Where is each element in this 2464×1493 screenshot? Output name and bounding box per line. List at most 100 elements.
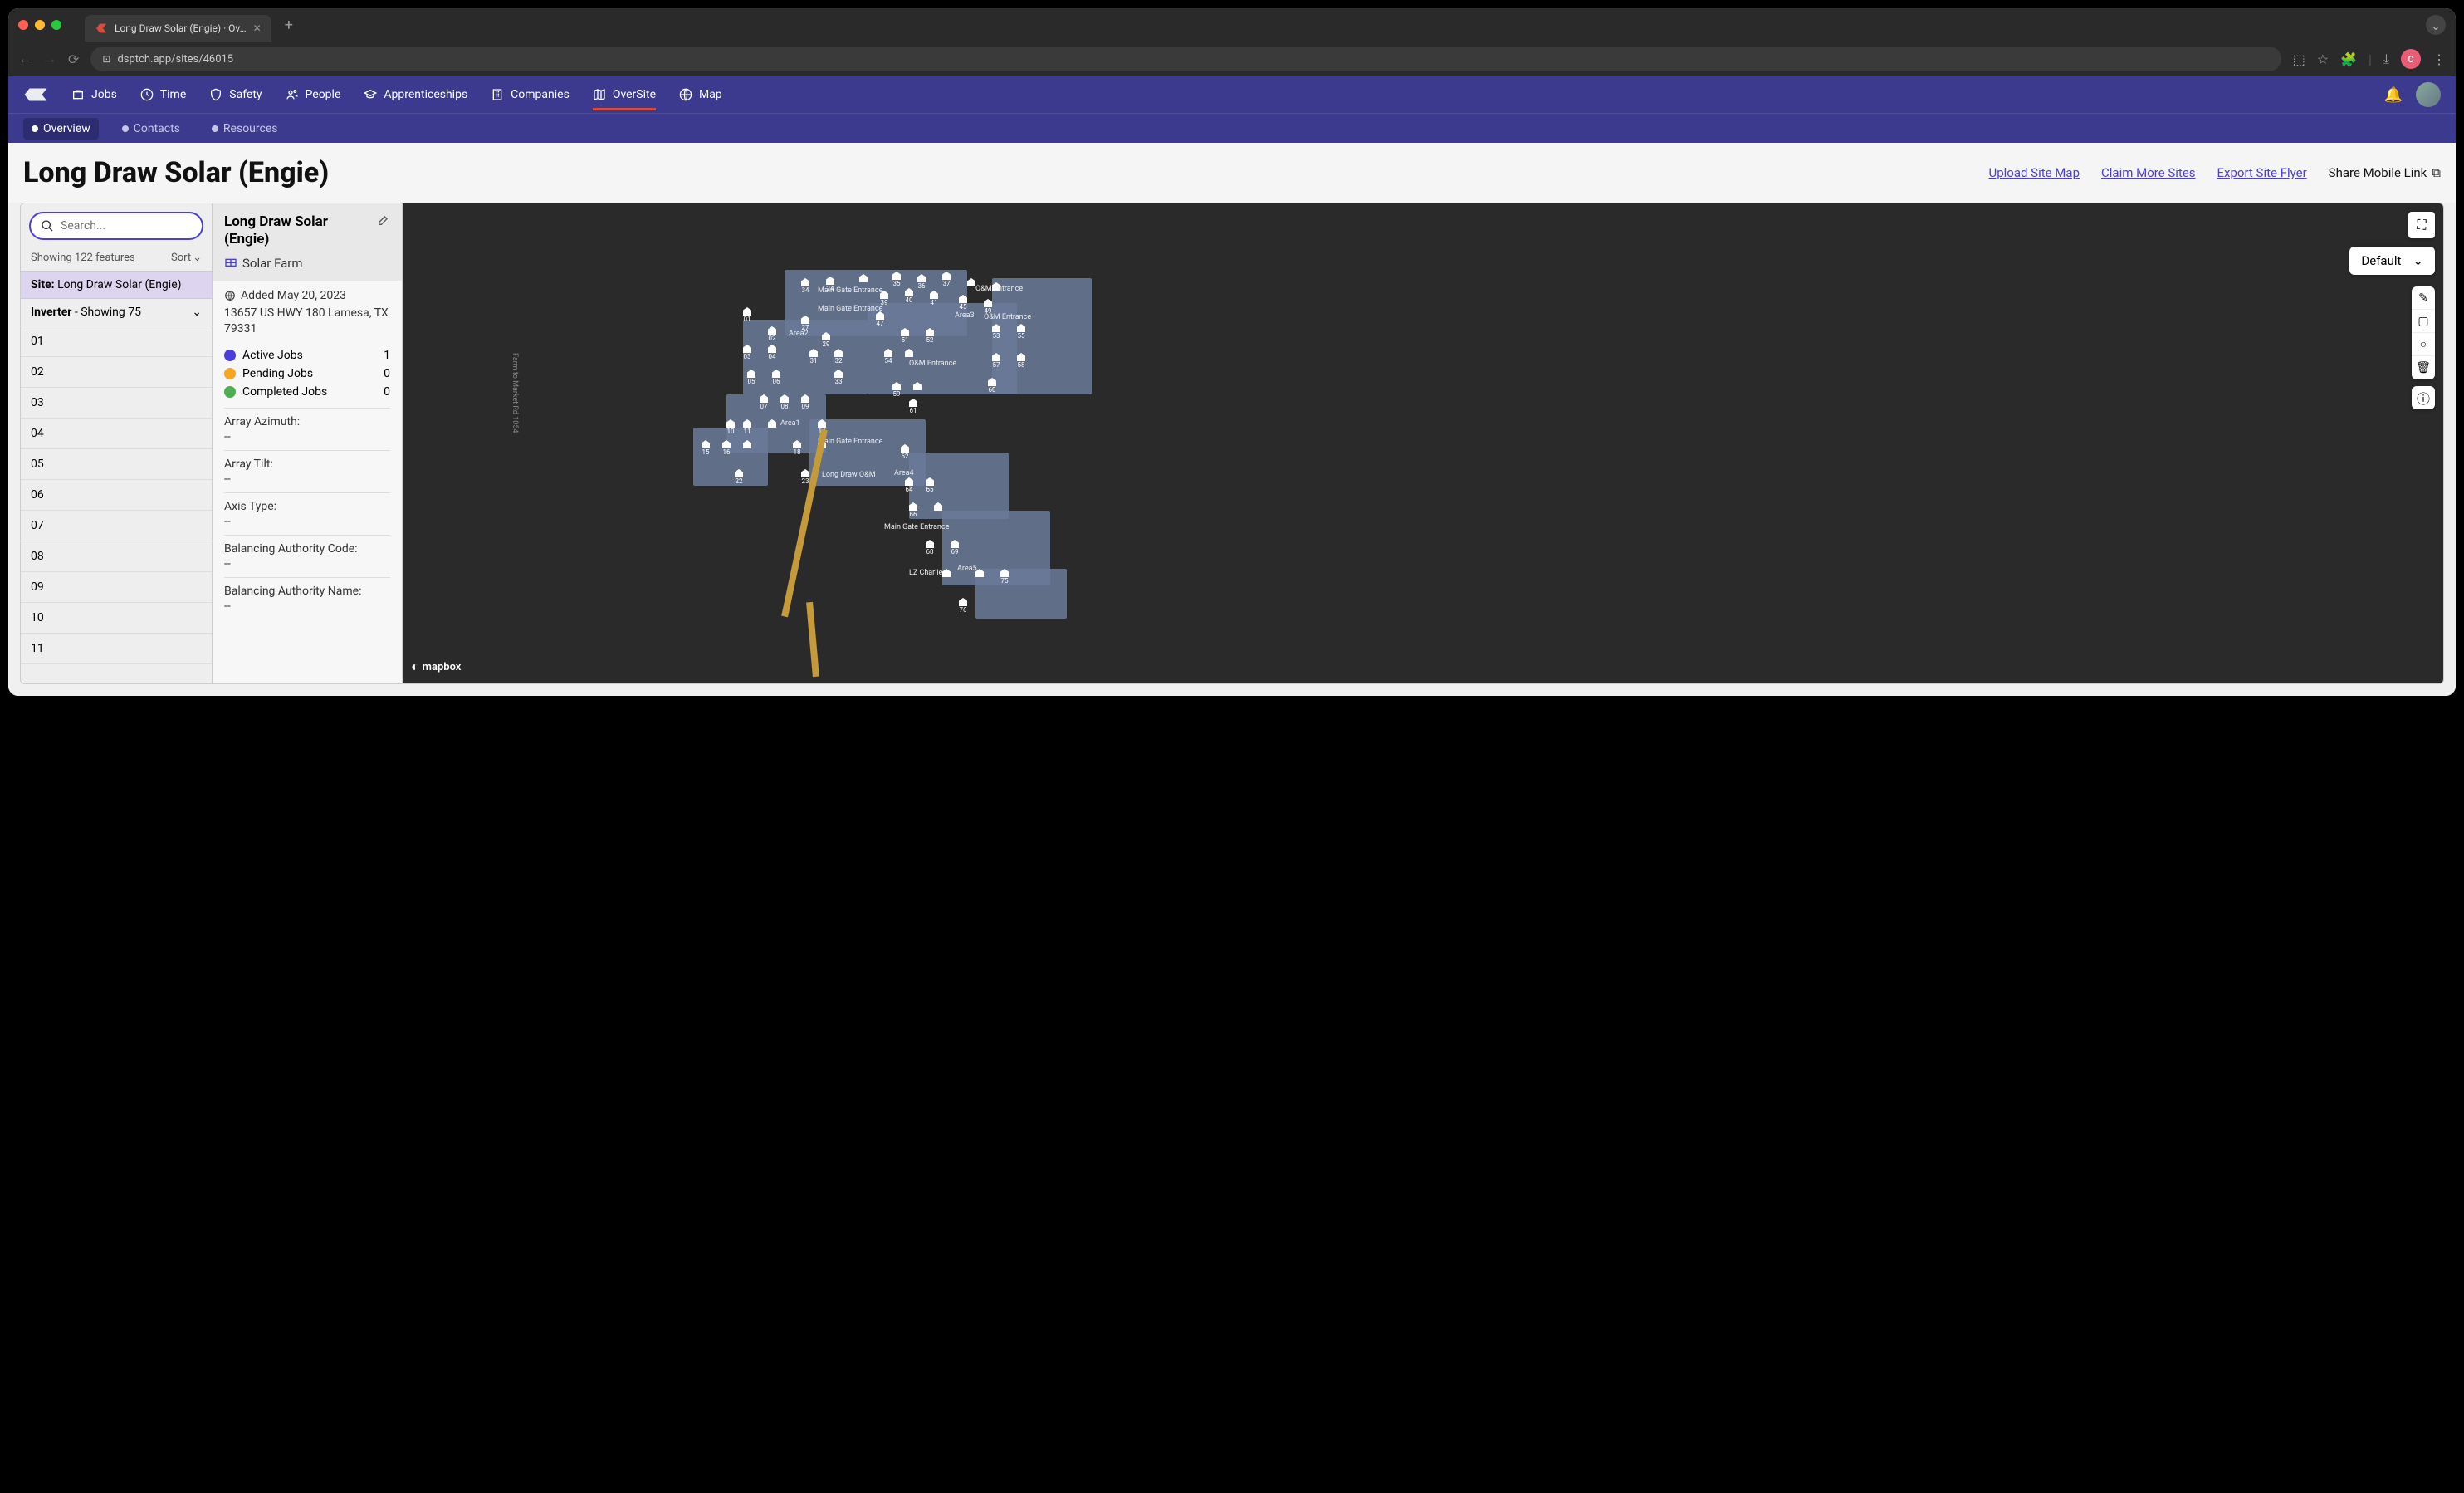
- map-marker[interactable]: 06: [772, 370, 780, 385]
- nav-jobs[interactable]: Jobs: [71, 79, 117, 110]
- map-cluster[interactable]: [693, 428, 768, 486]
- tab-close-icon[interactable]: ✕: [253, 22, 262, 34]
- search-input[interactable]: [61, 219, 208, 233]
- map-marker[interactable]: 64: [905, 477, 913, 493]
- map-marker[interactable]: 35: [892, 272, 901, 287]
- map-marker[interactable]: 32: [834, 349, 843, 365]
- map-marker[interactable]: 33: [834, 370, 843, 385]
- map-marker[interactable]: [768, 419, 776, 428]
- close-window[interactable]: [18, 20, 28, 30]
- map-marker[interactable]: 31: [809, 349, 818, 365]
- subnav-resources[interactable]: Resources: [203, 118, 286, 140]
- map-marker[interactable]: 60: [988, 378, 996, 394]
- map-marker[interactable]: 76: [959, 598, 967, 614]
- inverter-item[interactable]: 11: [21, 634, 212, 664]
- map-marker[interactable]: 65: [926, 477, 934, 493]
- maximize-window[interactable]: [51, 20, 61, 30]
- map-marker[interactable]: 69: [951, 540, 959, 556]
- map-marker[interactable]: 01: [743, 307, 751, 323]
- inverter-item[interactable]: 07: [21, 511, 212, 541]
- map-marker[interactable]: 54: [884, 349, 892, 365]
- map-marker[interactable]: 23: [801, 469, 809, 485]
- map-cluster[interactable]: [992, 278, 1092, 394]
- map-marker[interactable]: 34: [801, 278, 809, 294]
- inverter-item[interactable]: 03: [21, 388, 212, 419]
- forward-button[interactable]: →: [43, 51, 56, 67]
- subnav-overview[interactable]: Overview: [23, 118, 99, 140]
- map-marker[interactable]: [905, 349, 913, 357]
- map-marker[interactable]: 08: [780, 394, 789, 410]
- subnav-contacts[interactable]: Contacts: [114, 118, 188, 140]
- inverter-item[interactable]: 01: [21, 326, 212, 357]
- site-row[interactable]: Site: Long Draw Solar (Engie): [21, 271, 212, 299]
- map-marker[interactable]: 02: [768, 326, 776, 342]
- draw-polygon-tool[interactable]: ▢: [2412, 310, 2435, 333]
- map-info-button[interactable]: ⓘ: [2412, 386, 2435, 409]
- inverter-group-header[interactable]: Inverter - Showing 75 ⌄: [21, 299, 212, 326]
- map-marker[interactable]: 07: [760, 394, 768, 410]
- map-marker[interactable]: 03: [743, 345, 751, 360]
- install-app-icon[interactable]: ⬚: [2293, 51, 2305, 67]
- map-marker[interactable]: 29: [822, 332, 830, 348]
- tabs-dropdown[interactable]: ⌄: [2426, 15, 2446, 35]
- draw-point-tool[interactable]: ○: [2412, 333, 2435, 356]
- delete-tool[interactable]: 🗑: [2412, 356, 2435, 379]
- user-avatar[interactable]: [2416, 82, 2441, 107]
- map-marker[interactable]: [934, 502, 942, 511]
- map-marker[interactable]: 55: [1017, 324, 1025, 340]
- map-marker[interactable]: 52: [926, 328, 934, 344]
- map-marker[interactable]: 37: [942, 272, 951, 287]
- map-marker[interactable]: [859, 274, 868, 282]
- nav-oversite[interactable]: OverSite: [593, 79, 656, 110]
- downloads-icon[interactable]: ⤓: [2383, 51, 2389, 67]
- map-marker[interactable]: 10: [726, 419, 735, 435]
- map-marker[interactable]: 51: [901, 328, 909, 344]
- inverter-item[interactable]: 02: [21, 357, 212, 388]
- map-marker[interactable]: 09: [801, 394, 809, 410]
- map-cluster[interactable]: [975, 569, 1067, 619]
- map-marker[interactable]: 41: [930, 291, 938, 306]
- map-marker[interactable]: 53: [992, 324, 1000, 340]
- header-link-claim-more-sites[interactable]: Claim More Sites: [2101, 165, 2196, 180]
- nav-safety[interactable]: Safety: [209, 79, 262, 110]
- site-info-icon[interactable]: ⊡: [102, 53, 110, 65]
- inverter-item[interactable]: 09: [21, 572, 212, 603]
- map-marker[interactable]: 40: [905, 288, 913, 304]
- map-cluster[interactable]: [909, 453, 1009, 519]
- map-marker[interactable]: 16: [722, 440, 731, 456]
- inverter-item[interactable]: 06: [21, 480, 212, 511]
- app-logo[interactable]: [23, 86, 48, 104]
- new-tab-button[interactable]: +: [285, 17, 293, 34]
- map-marker[interactable]: 58: [1017, 353, 1025, 369]
- back-button[interactable]: ←: [18, 51, 32, 67]
- map-marker[interactable]: 62: [901, 444, 909, 460]
- map-marker[interactable]: 11: [743, 419, 751, 435]
- map-marker[interactable]: 66: [909, 502, 917, 518]
- header-link-upload-site-map[interactable]: Upload Site Map: [1988, 165, 2080, 180]
- inverter-item[interactable]: 04: [21, 419, 212, 449]
- header-link-export-site-flyer[interactable]: Export Site Flyer: [2217, 165, 2307, 180]
- profile-avatar[interactable]: C: [2401, 49, 2421, 69]
- layer-dropdown[interactable]: Default ⌄: [2349, 247, 2435, 275]
- map-marker[interactable]: 15: [702, 440, 710, 456]
- chrome-menu-icon[interactable]: ⋮: [2432, 51, 2446, 67]
- inverter-item[interactable]: 10: [21, 603, 212, 634]
- map-marker[interactable]: 75: [1000, 569, 1009, 585]
- minimize-window[interactable]: [35, 20, 45, 30]
- share-mobile-link[interactable]: Share Mobile Link ⧉: [2329, 165, 2441, 180]
- map-marker[interactable]: 47: [876, 311, 884, 327]
- bookmark-icon[interactable]: ☆: [2317, 51, 2329, 67]
- map-marker[interactable]: 61: [909, 399, 917, 414]
- map-marker[interactable]: [913, 382, 922, 390]
- map-marker[interactable]: [967, 278, 975, 286]
- reload-button[interactable]: ⟳: [68, 51, 79, 67]
- map-marker[interactable]: 57: [992, 353, 1000, 369]
- nav-apprenticeships[interactable]: Apprenticeships: [364, 79, 467, 110]
- sort-button[interactable]: Sort ⌄: [171, 252, 202, 264]
- map-marker[interactable]: 59: [892, 382, 901, 398]
- map-marker[interactable]: 05: [747, 370, 755, 385]
- map-marker[interactable]: 18: [793, 440, 801, 456]
- map-marker[interactable]: 04: [768, 345, 776, 360]
- draw-line-tool[interactable]: ✎: [2412, 286, 2435, 310]
- map-marker[interactable]: [942, 569, 951, 577]
